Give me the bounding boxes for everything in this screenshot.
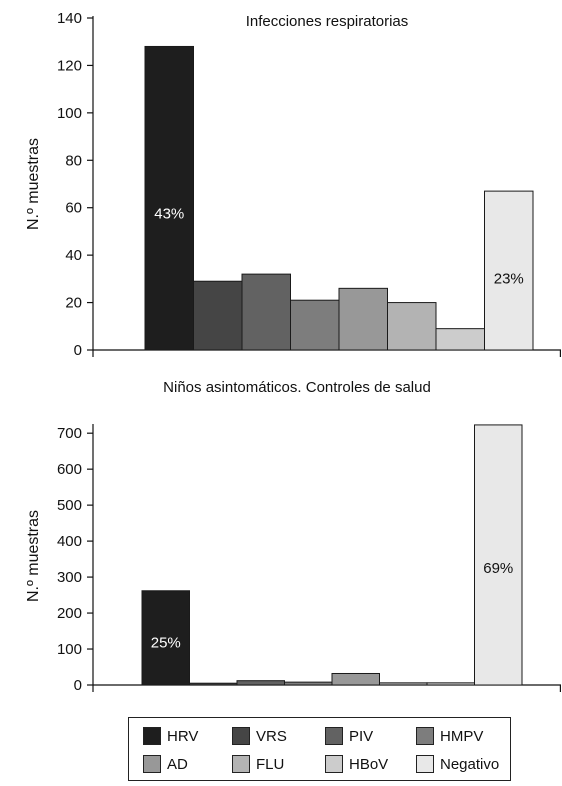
chart2-y-tick-label: 300: [57, 569, 82, 586]
chart2-y-tick-label: 200: [57, 605, 82, 622]
chart2-y-tick-label: 400: [57, 533, 82, 550]
chart1-bar-vrs: [193, 280, 243, 351]
legend-item-flu: FLU: [232, 755, 284, 773]
legend-swatch-negativo: [416, 755, 434, 773]
chart2-y-axis-label: N.º muestras: [25, 510, 42, 602]
chart-legend: HRV VRS PIV HMPV AD FLU HBoV Negativo: [128, 717, 511, 781]
chart1-bar-hrv: [144, 45, 194, 351]
legend-item-hmpv: HMPV: [416, 727, 483, 745]
chart1-bar-flu: [387, 302, 437, 351]
chart2-bar-hmpv: [284, 681, 333, 686]
legend-swatch-hrv: [143, 727, 161, 745]
chart1-bar-hbov: [435, 328, 485, 351]
chart1-bar-hmpv: [290, 299, 340, 351]
legend-item-piv: PIV: [325, 727, 373, 745]
chart2-bar-hrv: [141, 590, 190, 686]
chart1-title: Infecciones respiratorias: [246, 13, 409, 30]
legend-label-vrs: VRS: [256, 727, 287, 745]
legend-item-hbov: HBoV: [325, 755, 388, 773]
legend-swatch-hbov: [325, 755, 343, 773]
legend-swatch-piv: [325, 727, 343, 745]
chart2-bar-negativo: [474, 424, 523, 686]
legend-item-vrs: VRS: [232, 727, 287, 745]
legend-label-piv: PIV: [349, 727, 374, 745]
chart2-bar-flu: [379, 682, 428, 686]
chart1-bar-ad: [338, 287, 388, 351]
chart2-y-tick-label: 600: [57, 461, 82, 478]
legend-swatch-hmpv: [416, 727, 434, 745]
legend-swatch-flu: [232, 755, 250, 773]
chart2-title: Niños asintomáticos. Controles de salud: [163, 379, 431, 396]
chart2-y-tick-label: 500: [57, 497, 82, 514]
chart1-y-tick-label: 120: [57, 57, 82, 74]
legend-item-negativo: Negativo: [416, 755, 499, 773]
chart1-bar-piv: [241, 273, 291, 351]
chart1-y-tick-label: 0: [74, 342, 82, 359]
chart1-data-label-hrv: 43%: [154, 205, 184, 222]
legend-item-ad: AD: [143, 755, 188, 773]
chart1-y-tick-label: 60: [65, 200, 82, 217]
legend-label-hbov: HBoV: [349, 755, 389, 773]
legend-label-ad: AD: [167, 755, 188, 773]
chart2-data-label-negativo: 69%: [483, 560, 513, 577]
legend-swatch-vrs: [232, 727, 250, 745]
chart2-y-tick-label: 100: [57, 641, 82, 658]
legend-label-negativo: Negativo: [440, 755, 500, 773]
chart1-y-tick-label: 40: [65, 247, 82, 264]
chart2-bar-hbov: [426, 682, 475, 686]
chart2-y-tick-label: 0: [74, 677, 82, 694]
legend-label-flu: FLU: [256, 755, 285, 773]
chart2-bar-vrs: [189, 682, 238, 686]
legend-label-hmpv: HMPV: [440, 727, 484, 745]
chart2-bar-piv: [236, 680, 285, 686]
legend-label-hrv: HRV: [167, 727, 199, 745]
chart1-y-tick-label: 80: [65, 152, 82, 169]
chart2-y-tick-label: 700: [57, 425, 82, 442]
chart1-data-label-negativo: 23%: [494, 271, 524, 288]
chart1-y-tick-label: 140: [57, 10, 82, 27]
legend-swatch-ad: [143, 755, 161, 773]
chart1-y-axis-label: N.º muestras: [25, 138, 42, 230]
chart2-bar-ad: [331, 672, 380, 686]
legend-item-hrv: HRV: [143, 727, 198, 745]
chart2-data-label-hrv: 25%: [151, 635, 181, 652]
chart1-y-tick-label: 100: [57, 105, 82, 122]
chart1-y-tick-label: 20: [65, 295, 82, 312]
chart1-bar-negativo: [484, 190, 534, 351]
